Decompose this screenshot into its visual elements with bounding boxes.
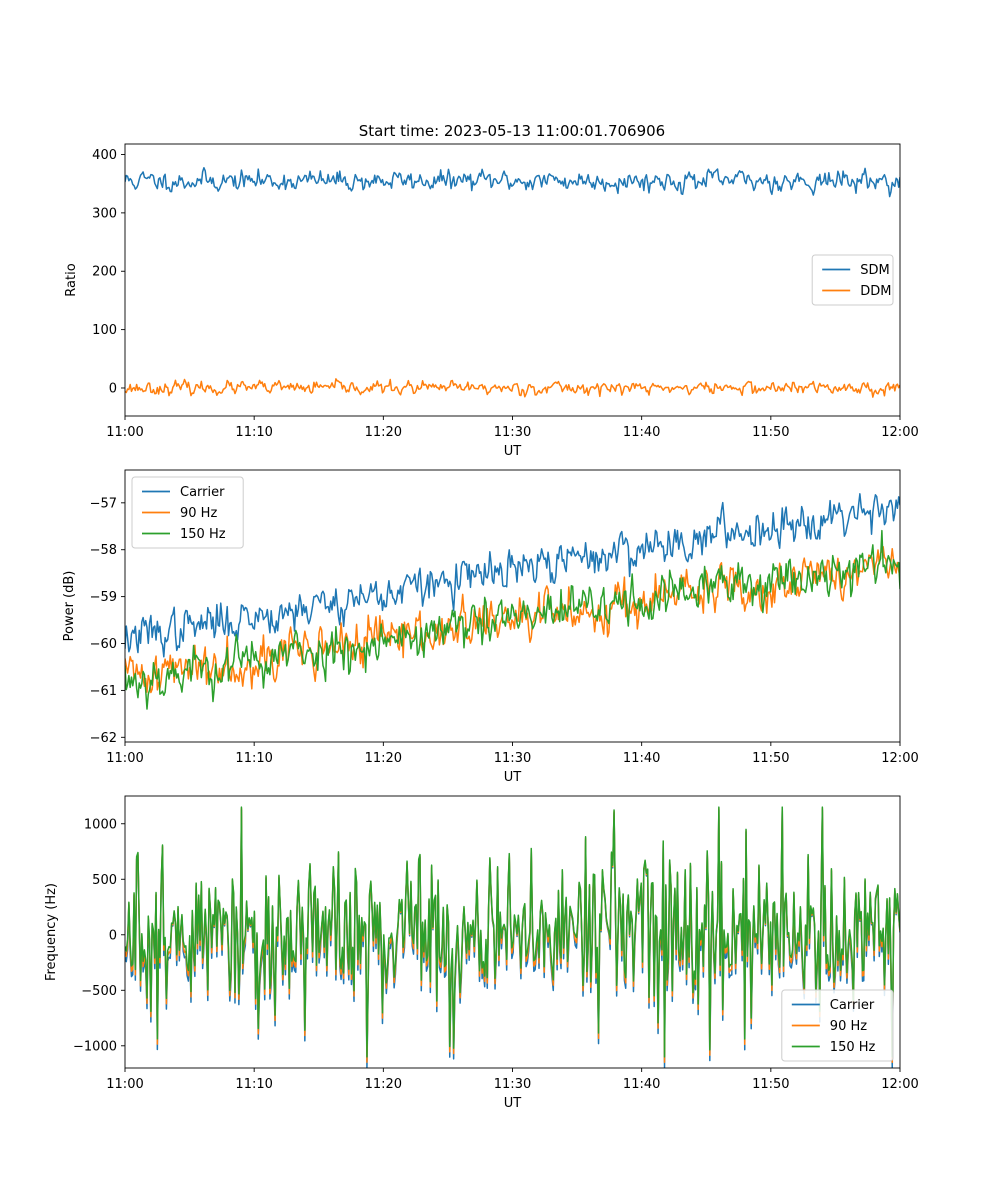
x-axis-label: UT bbox=[504, 444, 522, 459]
y-tick-label: −61 bbox=[90, 684, 117, 699]
x-tick-label: 11:00 bbox=[106, 1077, 143, 1092]
series-line-sdm bbox=[125, 167, 900, 198]
legend-entry: SDM bbox=[860, 263, 889, 278]
series-line-ddm bbox=[125, 378, 900, 398]
x-tick-label: 11:10 bbox=[235, 1077, 272, 1092]
legend-entry: Carrier bbox=[180, 485, 225, 500]
x-tick-label: 11:30 bbox=[494, 751, 531, 766]
x-tick-label: 12:00 bbox=[881, 1077, 918, 1092]
x-axis-label: UT bbox=[504, 1096, 522, 1111]
plot-lines bbox=[125, 493, 900, 710]
x-tick-label: 11:30 bbox=[494, 1077, 531, 1092]
y-tick-label: 0 bbox=[109, 928, 117, 943]
y-axis-label: Power (dB) bbox=[62, 571, 77, 642]
x-tick-label: 12:00 bbox=[881, 425, 918, 440]
legend-box bbox=[131, 476, 244, 549]
y-tick-label: −500 bbox=[81, 984, 117, 999]
legend: Carrier 90 Hz 150 Hz bbox=[781, 989, 894, 1062]
y-tick-label: 100 bbox=[92, 323, 117, 338]
series-line-150-hz bbox=[125, 529, 900, 710]
x-tick-label: 11:50 bbox=[752, 425, 789, 440]
x-tick-label: 11:00 bbox=[106, 751, 143, 766]
x-tick-label: 11:10 bbox=[235, 425, 272, 440]
y-tick-label: 300 bbox=[92, 206, 117, 221]
y-tick-label: −57 bbox=[90, 496, 117, 511]
y-tick-label: −60 bbox=[90, 637, 117, 652]
y-tick-label: 500 bbox=[92, 873, 117, 888]
x-tick-label: 11:20 bbox=[365, 1077, 402, 1092]
x-tick-label: 11:30 bbox=[494, 425, 531, 440]
panel-3: 11:00 11:10 11:20 11:30 11:40 11:50 12:00 UT −10… bbox=[44, 795, 919, 1111]
x-tick-label: 11:50 bbox=[752, 1077, 789, 1092]
y-tick-label: −59 bbox=[90, 590, 117, 605]
x-tick-label: 11:20 bbox=[365, 425, 402, 440]
plot-lines bbox=[125, 167, 900, 398]
y-tick-label: 400 bbox=[92, 148, 117, 163]
legend: SDM DDM bbox=[811, 254, 894, 306]
y-tick-label: 0 bbox=[109, 381, 117, 396]
legend-box bbox=[811, 254, 894, 306]
panel-1: 11:00 11:10 11:20 11:30 11:40 11:50 12:00 UT 0 10… bbox=[64, 143, 919, 459]
y-axis-label: Frequency (Hz) bbox=[44, 883, 59, 981]
panels: 11:00 11:10 11:20 11:30 11:40 11:50 12:00 UT 0 10… bbox=[44, 143, 919, 1111]
legend-entry: 90 Hz bbox=[180, 506, 217, 521]
y-axis-label: Ratio bbox=[64, 263, 79, 296]
plot-lines bbox=[125, 806, 900, 1068]
x-tick-label: 11:40 bbox=[623, 425, 660, 440]
x-axis-label: UT bbox=[504, 770, 522, 785]
legend: Carrier 90 Hz 150 Hz bbox=[131, 476, 244, 549]
x-tick-label: 11:40 bbox=[623, 751, 660, 766]
y-tick-label: 1000 bbox=[84, 817, 117, 832]
x-tick-label: 11:10 bbox=[235, 751, 272, 766]
series-line-90-hz bbox=[125, 545, 900, 694]
series-line-carrier bbox=[125, 493, 900, 658]
legend-box bbox=[781, 989, 894, 1062]
x-tick-label: 11:50 bbox=[752, 751, 789, 766]
panel-2: 11:00 11:10 11:20 11:30 11:40 11:50 12:00 UT −62… bbox=[62, 469, 919, 785]
x-tick-label: 11:00 bbox=[106, 425, 143, 440]
legend-entry: Carrier bbox=[830, 998, 875, 1013]
series-line-150-hz bbox=[125, 806, 900, 1058]
x-tick-label: 11:20 bbox=[365, 751, 402, 766]
legend-entry: DDM bbox=[860, 284, 891, 299]
legend-entry: 90 Hz bbox=[830, 1019, 867, 1034]
legend-entry: 150 Hz bbox=[180, 527, 226, 542]
x-tick-label: 11:40 bbox=[623, 1077, 660, 1092]
y-tick-label: −62 bbox=[90, 731, 117, 746]
x-tick-label: 12:00 bbox=[881, 751, 918, 766]
y-tick-label: −58 bbox=[90, 543, 117, 558]
figure-title: Start time: 2023-05-13 11:00:01.706906 bbox=[359, 122, 665, 140]
y-tick-label: 200 bbox=[92, 265, 117, 280]
legend-entry: 150 Hz bbox=[830, 1040, 876, 1055]
y-tick-label: −1000 bbox=[73, 1039, 117, 1054]
